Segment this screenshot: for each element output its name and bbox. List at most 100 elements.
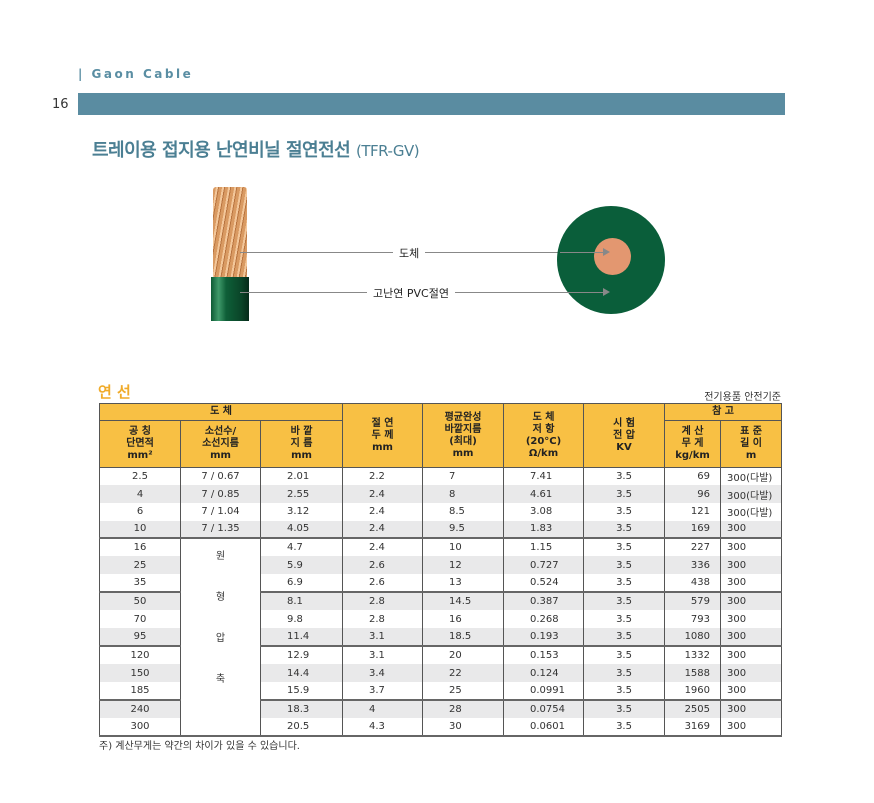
- table-cell: 2.2: [342, 467, 424, 486]
- header-line: 바깥지름: [444, 423, 482, 435]
- table-cell: 25: [99, 556, 181, 575]
- table-row: 25 5.9 2.6 12 0.727 3.5 336 300: [99, 556, 783, 575]
- table-cell: 300(다발): [720, 485, 783, 503]
- table-cell: 169: [664, 520, 722, 540]
- table-cell: 2.8: [342, 592, 424, 611]
- header-bar: [78, 93, 785, 115]
- table-cell: 3.5: [583, 467, 666, 486]
- cable-photo: [211, 187, 251, 321]
- table-cell: 9.8: [259, 610, 344, 629]
- table-cell: 0.153: [503, 646, 585, 665]
- table-cell: 3.5: [583, 610, 666, 629]
- conductor-leader-line: [240, 252, 612, 253]
- table-cell: 2.6: [342, 556, 424, 575]
- table-row: 35 6.9 2.6 13 0.524 3.5 438 300: [99, 574, 783, 594]
- table-row: 2.5 7 / 0.67 2.01 2.2 7 7.41 3.5 69 300(다발): [99, 467, 783, 486]
- table-cell: 95: [99, 628, 181, 648]
- table-cell: 0.0754: [503, 700, 585, 719]
- table-cell: 300: [720, 628, 783, 648]
- header-line: mm: [291, 450, 312, 461]
- table-cell: 14.5: [422, 592, 505, 611]
- table-cell: 6.9: [259, 574, 344, 594]
- table-cell: 2505: [664, 700, 722, 719]
- table-cell: 8: [422, 485, 505, 503]
- table-cell: 0.387: [503, 592, 585, 611]
- table-cell: 1588: [664, 664, 722, 683]
- table-cell: 300: [720, 574, 783, 594]
- title-code: (TFR-GV): [355, 142, 420, 160]
- table-cell: 7 / 0.85: [180, 485, 261, 503]
- table-row: 120 12.9 3.1 20 0.153 3.5 1332 300: [99, 646, 783, 665]
- table-cell: 1.15: [503, 538, 585, 557]
- table-cell: 3.12: [259, 502, 344, 521]
- table-cell: 3.5: [583, 592, 666, 611]
- table-cell: 70: [99, 610, 181, 629]
- table-cell: 2.8: [342, 610, 424, 629]
- table-cell: 1080: [664, 628, 722, 648]
- table-cell: 120: [99, 646, 181, 665]
- table-cell: 3169: [664, 718, 722, 738]
- table-cell: 1960: [664, 682, 722, 702]
- table-cell: 7.41: [503, 467, 585, 486]
- green-insulation: [211, 277, 249, 321]
- table-cell: 3.5: [583, 556, 666, 575]
- table-cell: 4.61: [503, 485, 585, 503]
- table-cell: 50: [99, 592, 181, 611]
- table-cell: 300: [720, 664, 783, 683]
- compressed-char: 압: [215, 633, 226, 645]
- table-cell: 3.5: [583, 538, 666, 557]
- table-cell: 3.5: [583, 718, 666, 738]
- table-cell: 4: [342, 700, 424, 719]
- header-line: 길 이: [740, 438, 762, 449]
- table-cell: 300: [720, 682, 783, 702]
- table-cell: 2.4: [342, 502, 424, 521]
- table-cell: 18.3: [259, 700, 344, 719]
- table-cell: 14.4: [259, 664, 344, 683]
- table-cell: 4.3: [342, 718, 424, 738]
- table-cell: 2.4: [342, 485, 424, 503]
- table-cell: 0.0991: [503, 682, 585, 702]
- table-cell: 150: [99, 664, 181, 683]
- header-line: mm: [210, 450, 231, 461]
- group-conductor-header: 도 체: [98, 403, 344, 421]
- table-row: 10 7 / 1.35 4.05 2.4 9.5 1.83 3.5 169 300: [99, 520, 783, 540]
- header-line: 공 칭: [129, 426, 151, 437]
- table-cell: 793: [664, 610, 722, 629]
- table-cell: 5.9: [259, 556, 344, 575]
- header-line: (20°C): [525, 435, 562, 447]
- header-line: 전 압: [613, 429, 635, 441]
- header-line: mm: [372, 441, 393, 453]
- table-cell: 8.1: [259, 592, 344, 611]
- header-line: 표 준: [740, 426, 762, 437]
- table-cell: 12.9: [259, 646, 344, 665]
- page-title: 트레이용 접지용 난연비닐 절연전선 (TFR-GV): [92, 136, 420, 162]
- header-line: 저 항: [532, 423, 555, 435]
- table-row: 185 15.9 3.7 25 0.0991 3.5 1960 300: [99, 682, 783, 702]
- table-cell: 579: [664, 592, 722, 611]
- table-cell: 16: [99, 538, 181, 557]
- table-cell: 28: [422, 700, 505, 719]
- table-cell: 300: [720, 700, 783, 719]
- table-cell: 7: [422, 467, 505, 486]
- table-row: 16 원 형 압 축 4.7 2.4 10 1.15 3.5 227 300: [99, 538, 783, 738]
- arrow-line: [560, 252, 605, 253]
- table-cell: 3.5: [583, 502, 666, 521]
- table-cell: 8.5: [422, 502, 505, 521]
- table-cell: 300: [720, 718, 783, 738]
- group-reference-header: 참 고: [664, 403, 783, 421]
- table-cell: 0.524: [503, 574, 585, 594]
- table-cell: 0.727: [503, 556, 585, 575]
- standard-label: 전기용품 안전기준: [704, 392, 781, 403]
- conductor-label: 도체: [393, 245, 426, 261]
- table-row: 150 14.4 3.4 22 0.124 3.5 1588 300: [99, 664, 783, 683]
- table-cell: 185: [99, 682, 181, 702]
- table-cell: 300(다발): [720, 467, 783, 486]
- table-cell: 69: [664, 467, 722, 486]
